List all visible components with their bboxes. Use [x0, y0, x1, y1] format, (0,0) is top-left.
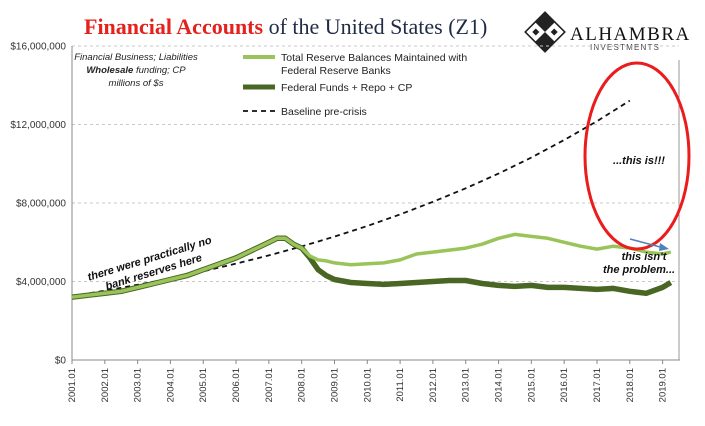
- x-tick-label: 2010.01: [362, 368, 373, 402]
- logo-sub: INVESTMENTS: [590, 43, 660, 52]
- x-tick-label: 2001.01: [67, 368, 78, 402]
- x-tick-label: 2013.01: [461, 368, 472, 402]
- y-tick-label: $16,000,000: [10, 42, 66, 53]
- note-line-2-rest: funding; CP: [133, 65, 186, 76]
- legend-label-funding: Federal Funds + Repo + CP: [281, 82, 412, 94]
- trend-arrow-head-icon: [659, 243, 669, 251]
- chart-title-rest: of the United States (Z1): [269, 14, 488, 39]
- annotation-this-isnt-line-1: this isn't: [622, 251, 668, 263]
- x-tick-label: 2011.01: [395, 368, 406, 402]
- y-tick-label: $12,000,000: [10, 120, 66, 131]
- chart-title: Financial Accounts of the United States …: [84, 14, 487, 39]
- alhambra-logo: ALHAMBRA INVESTMENTS: [524, 11, 691, 53]
- legend: Total Reserve Balances Maintained with F…: [243, 52, 467, 118]
- x-tick-label: 2003.01: [133, 368, 144, 402]
- chart-title-highlight: Financial Accounts: [84, 14, 264, 39]
- note-line-1: Financial Business; Liabilities: [74, 52, 198, 63]
- x-tick-label: 2012.01: [428, 368, 439, 402]
- x-tick-label: 2015.01: [526, 368, 537, 402]
- note-line-3: millions of $s: [109, 78, 164, 89]
- gridlines: [72, 45, 679, 282]
- trend-arrow: [629, 238, 669, 251]
- x-tick-label: 2016.01: [559, 368, 570, 402]
- series-total-reserve-balances: [71, 232, 672, 299]
- x-tick-label: 2006.01: [231, 368, 242, 402]
- note-line-2-bold: Wholesale: [86, 65, 134, 76]
- trend-arrow-line: [629, 238, 665, 249]
- x-tick-label: 2005.01: [198, 368, 209, 402]
- x-tick-label: 2004.01: [165, 368, 176, 402]
- y-tick-label: $8,000,000: [16, 199, 66, 210]
- legend-label-baseline: Baseline pre-crisis: [281, 106, 367, 118]
- annotation-this-is: ...this is!!!: [613, 155, 665, 167]
- x-tick-label: 2017.01: [592, 368, 603, 402]
- x-tick-label: 2018.01: [625, 368, 636, 402]
- highlight-ellipse: [583, 61, 691, 251]
- legend-label-reserves-1: Total Reserve Balances Maintained with: [281, 52, 467, 64]
- x-tick-label: 2008.01: [297, 368, 308, 402]
- y-tick-label: $0: [55, 356, 67, 367]
- annotation-this-isnt-line-2: the problem...: [603, 264, 675, 276]
- x-tick-label: 2019.01: [658, 368, 669, 402]
- x-axis-ticks: 2001.01 2002.01 2003.01 2004.01 2005.01 2006.…: [67, 360, 669, 402]
- x-tick-label: 2002.01: [100, 368, 111, 402]
- note-line-2: Wholesale funding; CP: [86, 65, 186, 76]
- x-tick-label: 2014.01: [494, 368, 505, 402]
- logo-name: ALHAMBRA: [570, 24, 691, 45]
- legend-label-reserves-2: Federal Reserve Banks: [281, 65, 391, 77]
- units-note: Financial Business; Liabilities Wholesal…: [74, 52, 198, 89]
- logo-diamond-icon: [524, 11, 566, 53]
- y-tick-label: $4,000,000: [16, 277, 66, 288]
- x-tick-label: 2007.01: [264, 368, 275, 402]
- y-axis-ticks: $0 $4,000,000 $8,000,000 $12,000,000 $16,000…: [10, 42, 66, 367]
- x-tick-label: 2009.01: [329, 368, 340, 402]
- annotation-practically-no-reserves: there were practically no bank reserves …: [86, 234, 213, 292]
